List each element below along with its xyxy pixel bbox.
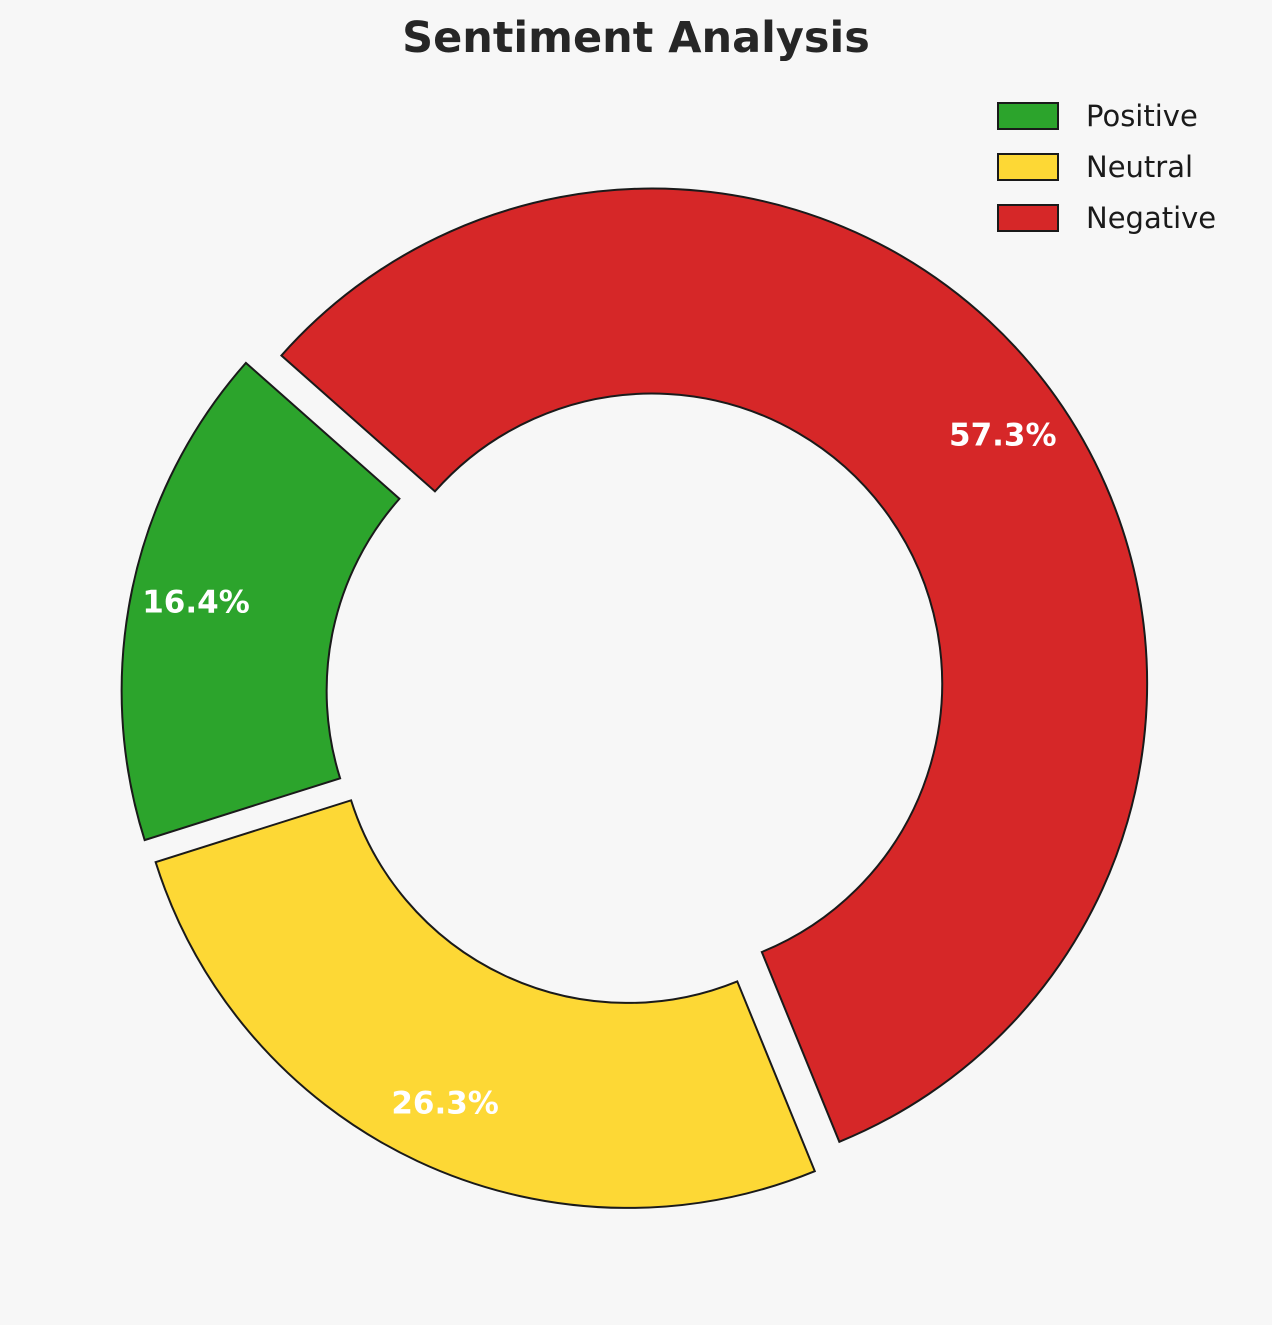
legend-swatch-positive [997, 102, 1059, 130]
legend-swatch-negative [997, 204, 1059, 232]
legend-label-positive: Positive [1086, 99, 1198, 133]
pie-slice-neutral [154, 799, 817, 1209]
slice-percent-label-negative: 57.3% [949, 418, 1057, 454]
legend-label-negative: Negative [1086, 201, 1217, 235]
pie-slice-positive [120, 361, 401, 842]
legend: Positive Neutral Negative [997, 99, 1216, 252]
legend-swatch-neutral [997, 153, 1059, 181]
legend-label-neutral: Neutral [1086, 150, 1194, 184]
chart-title: Sentiment Analysis [402, 13, 870, 63]
legend-item-negative: Negative [997, 201, 1216, 235]
legend-item-neutral: Neutral [997, 150, 1216, 184]
legend-item-positive: Positive [997, 99, 1216, 133]
pie-slice-negative [279, 187, 1149, 1144]
slice-percent-label-positive: 16.4% [142, 585, 250, 621]
slice-percent-label-neutral: 26.3% [391, 1085, 499, 1121]
